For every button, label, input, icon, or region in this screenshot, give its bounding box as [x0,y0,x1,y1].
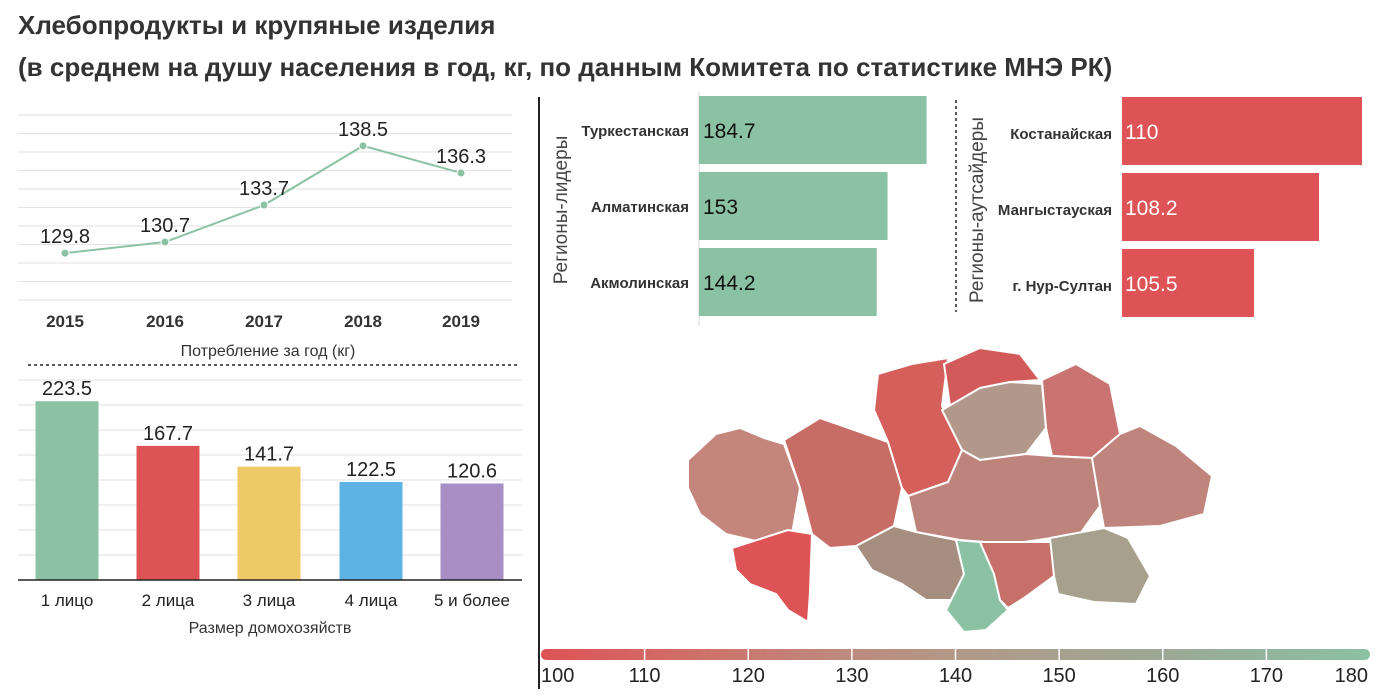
map-region-aktobe [783,417,903,549]
legend-tick-label: 100 [541,665,574,687]
bar-value-label: 110 [1125,121,1158,144]
x-tick-label: 2018 [344,312,382,331]
bar-value-label: 167.7 [143,423,193,445]
bar-value-label: 144.2 [703,272,756,295]
x-tick-label: 2015 [46,312,84,331]
data-point [358,141,368,151]
bar [440,483,504,580]
x-tick-label: 1 лицо [41,591,94,610]
x-axis-title: Размер домохозяйств [189,620,352,637]
x-tick-label: 2 лица [142,591,195,610]
data-label: 130.7 [140,215,190,237]
x-axis-title: Потребление за год (кг) [181,343,356,360]
group-label-outsiders: Регионы-аутсайдеры [967,117,988,303]
legend-tick-label: 120 [732,665,765,687]
chart-subtitle: (в среднем на душу населения в год, кг, … [18,52,1113,82]
x-tick-label: 5 и более [434,591,510,610]
map-region-mangystau [731,529,813,623]
bar-value-label: 153 [703,196,738,219]
bar-value-label: 105.5 [1125,273,1178,296]
bar [1122,249,1254,317]
category-label: Алматинская [591,199,689,216]
x-tick-label: 4 лица [345,591,398,610]
legend-tick-label: 180 [1335,665,1368,687]
bar [699,248,877,316]
legend-tick-label: 170 [1250,665,1283,687]
bar [136,445,200,580]
category-label: Костанайская [1010,126,1112,143]
legend-tick-label: 130 [835,665,868,687]
map-region-almaty [1049,527,1151,605]
data-label: 133.7 [239,178,289,200]
bar [699,96,927,164]
category-label: Акмолинская [590,275,689,292]
kazakhstan-map [687,347,1213,633]
bar [699,172,888,240]
x-tick-label: 3 лица [243,591,296,610]
data-label: 136.3 [436,146,486,168]
regions-bar-charts: 184.7 Туркестанская 153 Алматинская 144.2 Акм… [551,92,1362,326]
consumption-line-chart: 129.8 2015 130.7 2016 133.7 2017 138.5 2018 136.… [18,114,512,360]
x-tick-label: 2019 [442,312,480,331]
household-bar-chart: 223.5 1 лицо 167.7 2 лица 141.7 3 лица 122.5 4 … [18,378,522,637]
group-label-leaders: Регионы-лидеры [551,136,572,285]
map-region-east [1091,425,1213,529]
vertical-divider [538,97,540,689]
bar-value-label: 122.5 [346,459,396,481]
x-tick-label: 2016 [146,312,184,331]
legend-tick-label: 110 [629,665,661,687]
data-point [60,248,70,258]
data-point [456,168,466,178]
category-label: Мангыстауская [998,202,1112,219]
bar [1122,173,1319,241]
data-point [259,200,269,210]
category-label: Туркестанская [581,123,689,140]
legend-tick-label: 150 [1042,665,1075,687]
chart-title: Хлебопродукты и крупяные изделия [18,10,496,40]
bar [339,482,403,580]
legend-tick-label: 160 [1146,665,1179,687]
data-point [160,237,170,247]
bar-value-label: 120.6 [447,461,497,483]
color-scale-legend: 100 110 120 130 140 150 160 170 180 [541,649,1370,687]
bar [1122,97,1362,165]
x-tick-label: 2017 [245,312,283,331]
bar [237,466,301,580]
bar-value-label: 223.5 [42,378,92,400]
bar-value-label: 108.2 [1125,197,1178,220]
map-region-west [687,427,801,543]
data-label: 129.8 [40,226,90,248]
bar-value-label: 141.7 [244,444,294,466]
legend-tick-label: 140 [939,665,972,687]
bar [35,401,99,580]
left-separator [28,364,518,366]
category-label: г. Нур-Султан [1013,278,1112,295]
bar-value-label: 184.7 [703,120,756,143]
data-label: 138.5 [338,119,388,141]
